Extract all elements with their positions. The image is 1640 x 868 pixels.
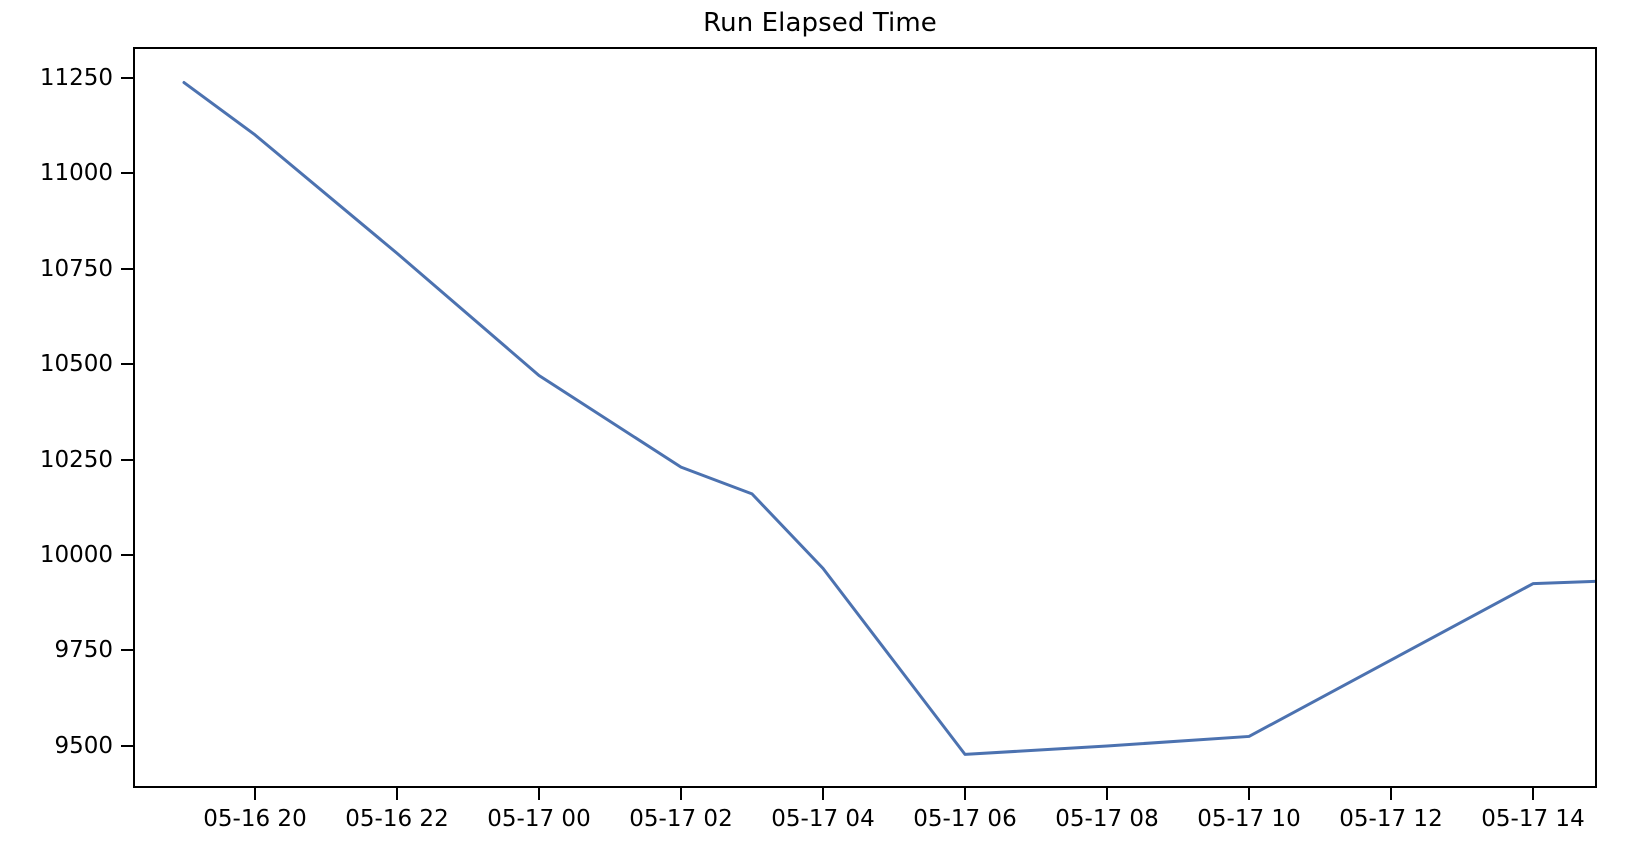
x-tick-label: 05-17 08 bbox=[1055, 806, 1159, 832]
x-tick-label: 05-17 04 bbox=[771, 806, 875, 832]
y-tick-mark bbox=[121, 458, 133, 461]
y-tick-mark bbox=[121, 744, 133, 747]
x-tick-label: 05-17 12 bbox=[1339, 806, 1443, 832]
y-tick-mark bbox=[121, 76, 133, 79]
x-tick-mark bbox=[1532, 788, 1534, 800]
x-tick-mark bbox=[1106, 788, 1108, 800]
x-tick-mark bbox=[1390, 788, 1392, 800]
y-tick-mark bbox=[121, 363, 133, 366]
y-tick-label: 9500 bbox=[54, 732, 113, 759]
page-title: Run Elapsed Time bbox=[703, 8, 937, 38]
x-tick-label: 05-17 10 bbox=[1197, 806, 1301, 832]
y-tick-label: 9750 bbox=[54, 637, 113, 664]
x-tick-mark bbox=[964, 788, 966, 800]
x-tick-label: 05-17 14 bbox=[1481, 806, 1585, 832]
x-tick-label: 05-17 02 bbox=[629, 806, 733, 832]
line-series-run-elapsed-time bbox=[182, 81, 1595, 756]
y-tick-label: 11000 bbox=[39, 160, 113, 187]
x-tick-label: 05-17 06 bbox=[913, 806, 1017, 832]
x-tick-label: 05-16 22 bbox=[345, 806, 449, 832]
x-tick-mark bbox=[822, 788, 824, 800]
y-tick-mark bbox=[121, 267, 133, 270]
x-tick-label: 05-17 00 bbox=[487, 806, 591, 832]
y-tick-label: 10000 bbox=[39, 542, 113, 568]
y-tick-label: 11250 bbox=[39, 64, 113, 91]
x-tick-mark bbox=[1248, 788, 1250, 800]
x-tick-mark bbox=[396, 788, 398, 800]
x-tick-mark bbox=[254, 788, 256, 800]
y-tick-label: 10500 bbox=[39, 351, 113, 378]
line-series-canvas bbox=[182, 81, 1595, 756]
x-tick-mark bbox=[538, 788, 540, 800]
x-tick-label: 05-16 20 bbox=[203, 806, 307, 832]
y-tick-mark bbox=[121, 649, 133, 652]
y-tick-mark bbox=[121, 554, 133, 556]
x-tick-mark bbox=[680, 788, 682, 800]
y-tick-label: 10750 bbox=[39, 255, 113, 282]
plot-area bbox=[133, 47, 1597, 788]
y-tick-mark bbox=[121, 172, 133, 175]
y-tick-label: 10250 bbox=[39, 446, 113, 473]
